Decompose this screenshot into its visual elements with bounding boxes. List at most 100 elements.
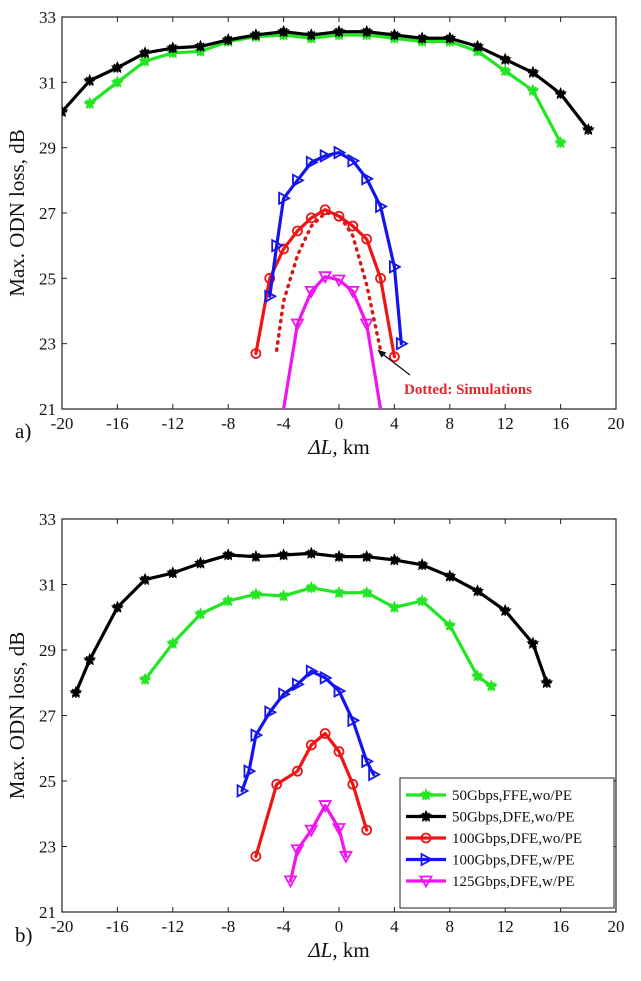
data-point	[345, 286, 360, 299]
data-point	[333, 210, 345, 222]
data-point-cross	[223, 34, 234, 45]
data-point-cross	[112, 62, 123, 73]
series-line	[268, 150, 403, 346]
data-point	[395, 336, 409, 351]
data-point	[333, 683, 347, 698]
data-point	[338, 850, 353, 864]
data-point-cross	[250, 589, 261, 600]
data-point	[389, 259, 402, 274]
data-point	[250, 850, 262, 862]
data-point-cross	[334, 26, 344, 37]
panel-a: -20 -16 -12 -8 -4 0 4 8 12 16 20 21 23 25 27 29 31 33 ΔL, …	[5, 8, 625, 459]
data-point	[305, 739, 317, 751]
data-point	[319, 148, 333, 163]
legend-label: 50Gbps,FFE,wo/PE	[452, 788, 572, 804]
data-point-cross	[361, 551, 372, 562]
legend: 50Gbps,FFE,wo/PE 50Gbps,DFE,wo/PE 100Gbps,…	[399, 777, 615, 909]
x-tick-label: 12	[497, 917, 514, 936]
legend-swatch-marker	[420, 852, 434, 867]
data-point	[236, 783, 250, 798]
y-tick-label: 31	[39, 576, 56, 595]
data-point-cross	[306, 29, 317, 40]
x-tick-label: 8	[446, 414, 455, 433]
series-50gbps-dfe-wo-pe	[69, 546, 554, 699]
plot-area	[62, 24, 595, 409]
x-tick-label: 8	[446, 917, 455, 936]
data-point-cross	[306, 582, 317, 593]
series-line	[288, 803, 348, 883]
x-tick-label: 4	[390, 917, 399, 936]
legend-label: 100Gbps,DFE,wo/PE	[452, 831, 582, 847]
y-tick-label: 29	[39, 139, 56, 158]
legend-label: 125Gbps,DFE,w/PE	[452, 874, 575, 890]
legend-label: 100Gbps,DFE,w/PE	[452, 853, 575, 869]
data-point-cross	[140, 674, 151, 685]
data-point-cross	[444, 571, 455, 582]
data-point	[305, 212, 317, 224]
data-point-cross	[84, 75, 95, 86]
legend-box	[399, 777, 615, 909]
x-tick-label: -4	[277, 917, 292, 936]
x-tick-label: -16	[106, 917, 129, 936]
y-axis-label: Max. ODN loss, dB	[5, 129, 29, 296]
plot-area	[69, 546, 554, 889]
data-point-cross	[527, 638, 538, 649]
x-tick-label: -16	[106, 414, 129, 433]
x-axis-label: ΔL, km	[307, 938, 369, 962]
x-tick-label: 20	[608, 917, 625, 936]
x-tick-label: 12	[497, 414, 514, 433]
data-point-cross	[140, 56, 151, 67]
series-line	[240, 669, 376, 793]
y-tick-label: 25	[39, 772, 56, 791]
legend-entry: 50Gbps,FFE,wo/PE	[406, 788, 572, 804]
data-point	[305, 155, 319, 170]
x-axis-label-symbol: ΔL	[307, 938, 332, 962]
legend-entry: 125Gbps,DFE,w/PE	[406, 874, 575, 890]
data-point-cross	[389, 554, 400, 565]
legend-swatch-marker-cross	[421, 790, 431, 800]
data-point	[250, 348, 262, 359]
series-100gbps-dfe-wo-pe	[250, 728, 373, 862]
y-tick-label: 21	[39, 400, 56, 419]
data-point	[347, 153, 361, 168]
data-point	[290, 844, 305, 858]
data-point	[278, 243, 290, 255]
data-point-cross	[541, 677, 552, 688]
data-point	[375, 272, 386, 284]
panel-label: b)	[15, 923, 33, 947]
series-100g-dfe-w	[264, 145, 409, 351]
legend-entry: 100Gbps,DFE,w/PE	[406, 852, 575, 869]
y-tick-label: 23	[39, 838, 56, 857]
data-point	[292, 225, 303, 237]
data-point	[361, 824, 373, 836]
data-point-cross	[223, 550, 234, 561]
data-point	[271, 238, 285, 253]
data-point	[290, 318, 305, 332]
data-point-cross	[306, 548, 317, 559]
x-tick-label: -12	[161, 917, 184, 936]
data-point	[250, 728, 264, 743]
x-tick-label: -20	[51, 414, 74, 433]
data-point-cross	[140, 574, 151, 585]
data-point	[361, 754, 375, 769]
panel-b: -20 -16 -12 -8 -4 0 4 8 12 16 20 21 23 25 27 29 31 33 ΔL, …	[5, 510, 625, 962]
x-tick-label: 16	[552, 414, 569, 433]
data-point-cross	[84, 654, 95, 665]
data-point	[333, 145, 347, 160]
data-point-cross	[361, 587, 372, 598]
x-tick-label: -8	[221, 917, 235, 936]
data-point-cross	[555, 137, 566, 148]
data-point-cross	[500, 54, 511, 65]
data-point-cross	[167, 568, 178, 579]
y-tick-label: 27	[39, 204, 57, 223]
data-point	[292, 173, 305, 188]
data-point-cross	[250, 551, 261, 562]
data-point-cross	[334, 587, 344, 598]
data-point	[347, 220, 359, 232]
data-point-cross	[195, 41, 206, 52]
data-point-cross	[486, 681, 497, 692]
data-point	[388, 351, 400, 363]
data-point	[331, 823, 347, 836]
data-point	[375, 199, 388, 214]
